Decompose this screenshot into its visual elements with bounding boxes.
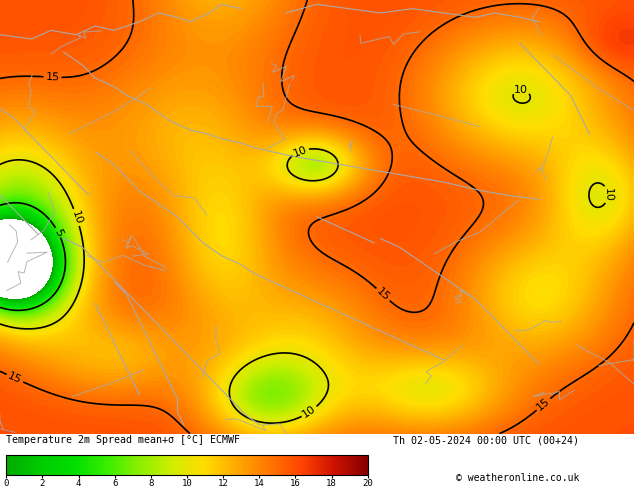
- Text: 15: 15: [6, 371, 23, 386]
- Text: 10: 10: [292, 144, 309, 158]
- Text: Temperature 2m Spread mean+σ [°C] ECMWF: Temperature 2m Spread mean+σ [°C] ECMWF: [6, 435, 240, 445]
- Text: 10: 10: [602, 187, 613, 202]
- Text: © weatheronline.co.uk: © weatheronline.co.uk: [456, 473, 580, 483]
- Text: 15: 15: [45, 72, 60, 82]
- Text: Th 02-05-2024 00:00 UTC (00+24): Th 02-05-2024 00:00 UTC (00+24): [393, 435, 579, 445]
- Text: 15: 15: [375, 286, 392, 303]
- Text: 5: 5: [52, 227, 64, 238]
- Text: 10: 10: [70, 209, 84, 225]
- Text: 10: 10: [301, 404, 318, 420]
- Text: 10: 10: [514, 85, 528, 95]
- Text: 15: 15: [535, 396, 552, 413]
